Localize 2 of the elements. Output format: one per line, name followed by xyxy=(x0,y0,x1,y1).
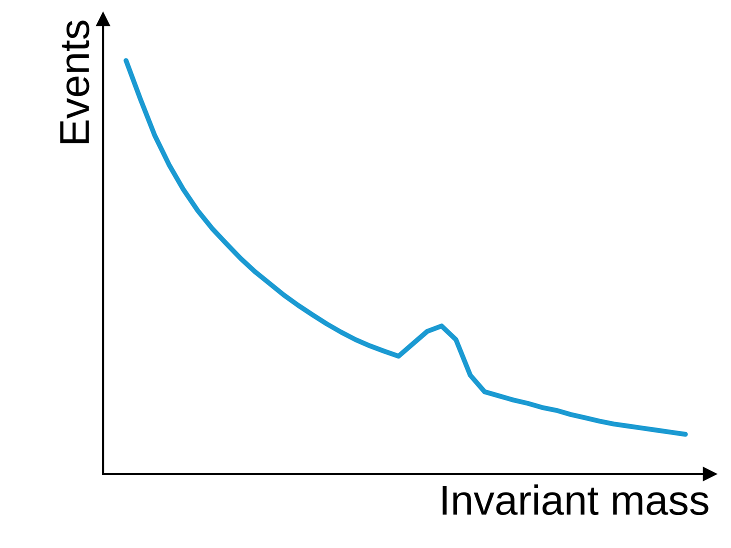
x-axis-title: Invariant mass xyxy=(442,484,708,516)
y-axis-title: Events xyxy=(60,20,90,144)
